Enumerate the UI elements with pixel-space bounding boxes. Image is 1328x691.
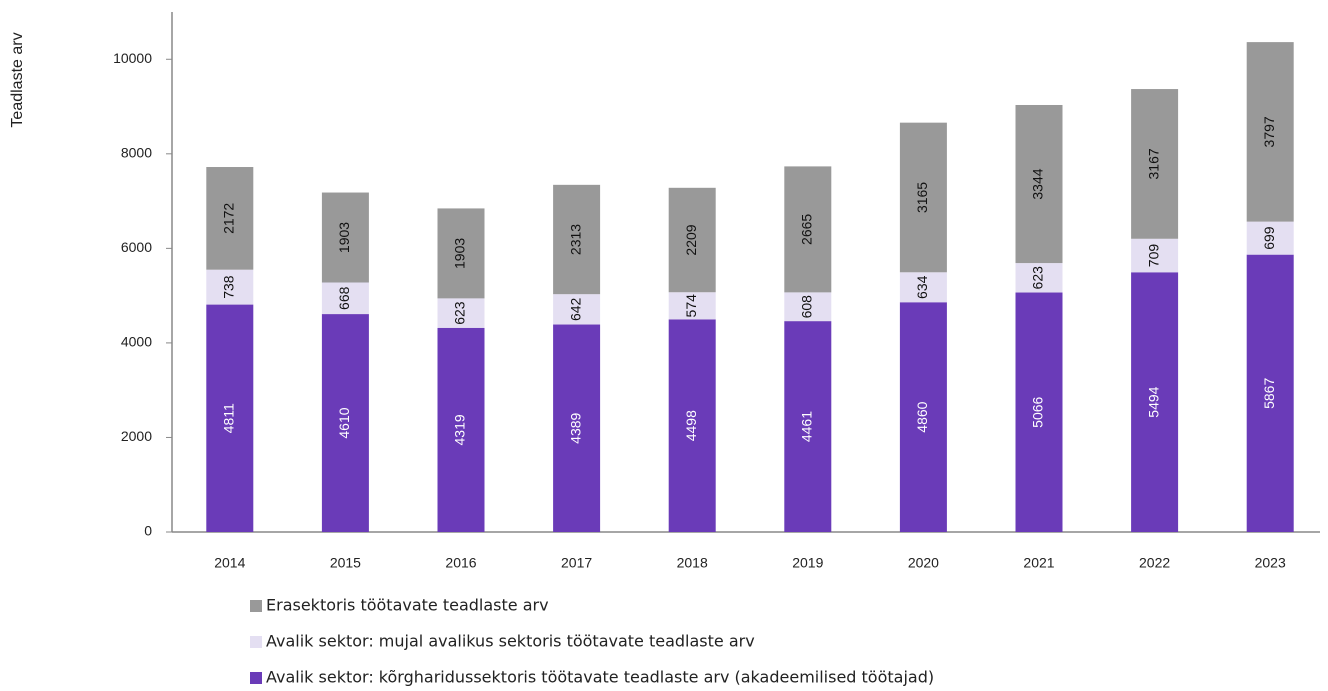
bar-segment [784, 292, 832, 322]
data-label: 4319 [452, 414, 468, 445]
data-label: 3167 [1145, 148, 1161, 179]
bar-segment [206, 167, 254, 270]
x-tick-label: 2014 [214, 555, 245, 571]
bar-segment [437, 208, 485, 299]
bar-segment [784, 321, 832, 532]
data-label: 3344 [1030, 168, 1046, 199]
legend: Erasektoris töötavate teadlaste arv Avali… [250, 596, 934, 687]
data-label: 2665 [799, 214, 815, 245]
y-tick-label: 0 [144, 523, 152, 539]
data-label: 5066 [1030, 396, 1046, 427]
bar-segment [1246, 254, 1294, 532]
bar-segment [553, 294, 601, 325]
y-tick-label: 10000 [113, 50, 152, 66]
data-label: 2209 [683, 224, 699, 255]
bar-segment [206, 269, 254, 305]
x-tick-label: 2015 [330, 555, 361, 571]
bar-segment [899, 272, 947, 303]
data-label: 2172 [221, 203, 237, 234]
bar-segment [899, 302, 947, 532]
data-label: 2313 [567, 224, 583, 255]
bar-segment [321, 282, 369, 315]
data-label: 709 [1145, 244, 1161, 268]
y-axis-label: Teadlaste arv [9, 32, 26, 127]
data-label: 5494 [1145, 386, 1161, 417]
x-tick-label: 2019 [792, 555, 823, 571]
data-label: 623 [452, 301, 468, 325]
data-label: 668 [336, 286, 352, 310]
bar-segment [1246, 221, 1294, 255]
x-tick-label: 2020 [908, 555, 939, 571]
x-tick-label: 2017 [561, 555, 592, 571]
bar-segment [437, 327, 485, 532]
data-label: 4860 [914, 401, 930, 432]
y-tick-label: 4000 [121, 334, 152, 350]
data-label: 1903 [452, 238, 468, 269]
data-label: 3797 [1261, 116, 1277, 147]
legend-swatch [250, 600, 262, 612]
bar-segment [553, 184, 601, 295]
bar-segment [1015, 263, 1063, 293]
x-tick-label: 2021 [1023, 555, 1054, 571]
data-label: 574 [683, 294, 699, 318]
data-label: 738 [221, 275, 237, 299]
legend-swatch [250, 672, 262, 684]
bar-segment [1246, 42, 1294, 222]
x-tick-label: 2023 [1255, 555, 1286, 571]
bar-segment [784, 166, 832, 293]
legend-label: Avalik sektor: kõrgharidussektoris tööta… [266, 668, 934, 687]
data-label: 634 [914, 275, 930, 299]
bar-segment [1131, 89, 1179, 239]
y-tick-label: 8000 [121, 145, 152, 161]
bar-segment [1015, 104, 1063, 264]
bar-segment [437, 298, 485, 328]
bar-segment [899, 122, 947, 273]
data-label: 4811 [221, 403, 237, 433]
x-tick-label: 2018 [677, 555, 708, 571]
data-label: 642 [567, 297, 583, 321]
bar-segment [668, 319, 716, 532]
legend-label: Avalik sektor: mujal avalikus sektoris t… [266, 632, 755, 651]
data-label: 699 [1261, 226, 1277, 250]
x-tick-label: 2016 [445, 555, 476, 571]
y-tick-label: 6000 [121, 239, 152, 255]
bar-segment [1131, 238, 1179, 273]
data-label: 4389 [567, 412, 583, 443]
data-label: 4498 [683, 410, 699, 441]
bar-segment [1131, 272, 1179, 532]
bar-segment [1015, 292, 1063, 532]
data-label: 3165 [914, 182, 930, 213]
x-tick-label: 2022 [1139, 555, 1170, 571]
data-label: 4610 [336, 407, 352, 438]
bar-segment [553, 324, 601, 532]
bar-segment [321, 314, 369, 532]
legend-swatch [250, 636, 262, 648]
data-label: 608 [799, 295, 815, 319]
bar-segment [668, 292, 716, 320]
bar-segment [206, 304, 254, 532]
y-tick-label: 2000 [121, 428, 152, 444]
bar-segment [321, 192, 369, 283]
legend-label: Erasektoris töötavate teadlaste arv [266, 596, 549, 615]
bar-segment [668, 187, 716, 293]
data-label: 1903 [336, 222, 352, 253]
data-label: 4461 [799, 411, 815, 442]
data-label: 5867 [1261, 378, 1277, 409]
data-label: 623 [1030, 266, 1046, 290]
